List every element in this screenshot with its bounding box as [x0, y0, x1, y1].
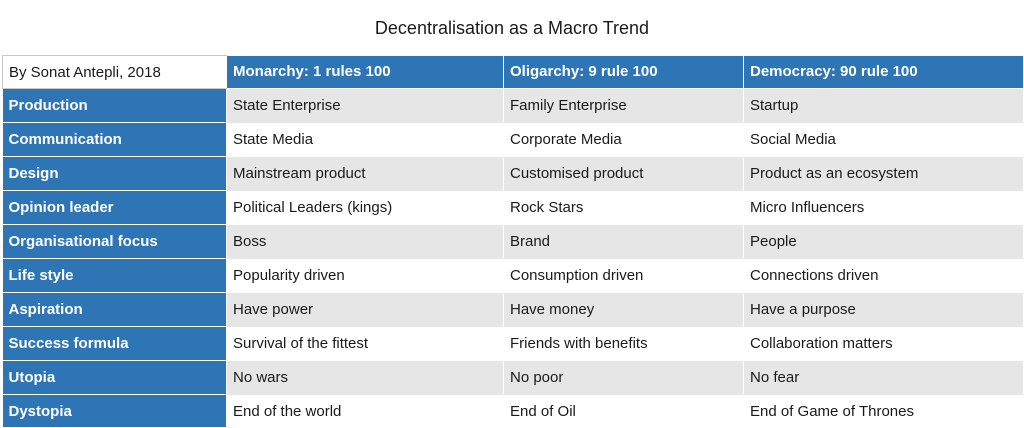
row-header: Aspiration	[2, 292, 227, 327]
row-header: Production	[2, 88, 227, 123]
table-cell: Startup	[743, 88, 1023, 123]
table-row: Dystopia End of the world End of Oil End…	[2, 394, 1023, 428]
row-header: Organisational focus	[2, 224, 227, 259]
header-row: By Sonat Antepli, 2018 Monarchy: 1 rules…	[2, 55, 1023, 89]
table-row: Organisational focus Boss Brand People	[2, 224, 1023, 259]
table-cell: Political Leaders (kings)	[226, 190, 504, 225]
author-credit: By Sonat Antepli, 2018	[2, 55, 227, 89]
table-cell: Have power	[226, 292, 504, 327]
table-cell: Customised product	[503, 156, 744, 191]
row-header: Dystopia	[2, 394, 227, 428]
table-cell: Popularity driven	[226, 258, 504, 293]
table-cell: Product as an ecosystem	[743, 156, 1023, 191]
table-cell: End of Oil	[503, 394, 744, 428]
row-header: Utopia	[2, 360, 227, 395]
page-title: Decentralisation as a Macro Trend	[374, 18, 650, 38]
table-cell: Survival of the fittest	[226, 326, 504, 361]
column-header-oligarchy: Oligarchy: 9 rule 100	[503, 55, 744, 89]
table-cell: Collaboration matters	[743, 326, 1023, 361]
column-header-democracy: Democracy: 90 rule 100	[743, 55, 1023, 89]
table-row: Communication State Media Corporate Medi…	[2, 122, 1023, 157]
row-header: Success formula	[2, 326, 227, 361]
table-cell: End of the world	[226, 394, 504, 428]
table-row: Production State Enterprise Family Enter…	[2, 88, 1023, 123]
table-cell: Family Enterprise	[503, 88, 744, 123]
table-row: Opinion leader Political Leaders (kings)…	[2, 190, 1023, 225]
table-cell: Friends with benefits	[503, 326, 744, 361]
table-row: Design Mainstream product Customised pro…	[2, 156, 1023, 191]
table-cell: Social Media	[743, 122, 1023, 157]
row-header: Opinion leader	[2, 190, 227, 225]
table-row: Utopia No wars No poor No fear	[2, 360, 1023, 395]
table-cell: Have money	[503, 292, 744, 327]
table-cell: Micro Influencers	[743, 190, 1023, 225]
table-cell: State Media	[226, 122, 504, 157]
table-cell: No wars	[226, 360, 504, 395]
table-cell: State Enterprise	[226, 88, 504, 123]
table-row: Aspiration Have power Have money Have a …	[2, 292, 1023, 327]
table-cell: Brand	[503, 224, 744, 259]
row-header: Life style	[2, 258, 227, 293]
row-header: Communication	[2, 122, 227, 157]
table-row: Success formula Survival of the fittest …	[2, 326, 1023, 361]
table-cell: Connections driven	[743, 258, 1023, 293]
table-cell: No poor	[503, 360, 744, 395]
table-cell: No fear	[743, 360, 1023, 395]
row-header: Design	[2, 156, 227, 191]
table-cell: Rock Stars	[503, 190, 744, 225]
table-cell: End of Game of Thrones	[743, 394, 1023, 428]
table-row: Life style Popularity driven Consumption…	[2, 258, 1023, 293]
table-cell: Boss	[226, 224, 504, 259]
table-cell: Corporate Media	[503, 122, 744, 157]
table-cell: Mainstream product	[226, 156, 504, 191]
table-cell: Consumption driven	[503, 258, 744, 293]
table-cell: Have a purpose	[743, 292, 1023, 327]
column-header-monarchy: Monarchy: 1 rules 100	[226, 55, 504, 89]
table-cell: People	[743, 224, 1023, 259]
comparison-table: By Sonat Antepli, 2018 Monarchy: 1 rules…	[2, 55, 1023, 428]
